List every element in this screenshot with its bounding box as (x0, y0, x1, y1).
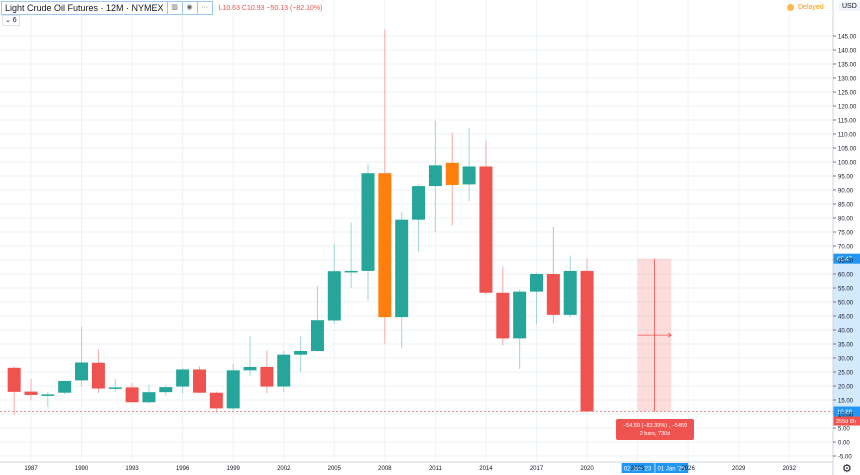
delayed-dot-icon (787, 4, 794, 11)
symbol-legend: Light Crude Oil Futures · 12M · NYMEX ▥ … (1, 1, 322, 15)
svg-text:70.00: 70.00 (838, 245, 854, 251)
svg-text:02 Jan '23: 02 Jan '23 (624, 467, 652, 473)
svg-text:110.00: 110.00 (838, 133, 857, 139)
svg-text:2032: 2032 (783, 466, 797, 472)
svg-text:130.00: 130.00 (838, 77, 857, 83)
svg-text:95.00: 95.00 (838, 175, 854, 181)
svg-text:0.00: 0.00 (838, 441, 850, 447)
svg-text:1990: 1990 (75, 466, 89, 472)
svg-text:65.47: 65.47 (837, 257, 853, 263)
svg-text:5.00: 5.00 (838, 427, 850, 433)
more-icon[interactable]: ··· (197, 1, 213, 15)
svg-text:1996: 1996 (176, 466, 190, 472)
svg-text:30.00: 30.00 (838, 357, 854, 363)
svg-text:2020: 2020 (580, 466, 594, 472)
svg-text:80.00: 80.00 (838, 217, 854, 223)
svg-text:75.00: 75.00 (838, 231, 854, 237)
svg-text:10.00: 10.00 (838, 413, 854, 419)
svg-text:255d 8h: 255d 8h (836, 419, 856, 425)
ohlc-values: L10.63 C10.93 −50.13 (−82.10%) (218, 4, 323, 12)
svg-text:60.00: 60.00 (838, 273, 854, 279)
svg-text:2014: 2014 (479, 466, 493, 472)
svg-text:125.00: 125.00 (838, 91, 857, 97)
currency-button[interactable]: USD (839, 2, 860, 11)
svg-text:140.00: 140.00 (838, 49, 857, 55)
svg-text:2011: 2011 (429, 466, 443, 472)
svg-text:50.00: 50.00 (838, 301, 854, 307)
svg-text:2029: 2029 (732, 466, 746, 472)
svg-text:2008: 2008 (378, 466, 392, 472)
chart-grid (0, 0, 833, 462)
price-axis[interactable]: -5.00 0.00 5.00 10.00 15.00 20.00 25.00 30.00 35… (832, 0, 857, 475)
svg-text:25.00: 25.00 (838, 371, 854, 377)
source-code-icon[interactable]: ▥ (167, 1, 183, 15)
svg-text:10.88: 10.88 (837, 410, 853, 416)
svg-text:105.00: 105.00 (838, 147, 857, 153)
svg-text:−54.59 (−83.39%) , −5459: −54.59 (−83.39%) , −5459 (623, 423, 687, 429)
svg-text:40.00: 40.00 (838, 329, 854, 335)
svg-text:2 bars, 730d: 2 bars, 730d (640, 431, 671, 437)
svg-text:2023: 2023 (631, 466, 645, 472)
settings-gear-icon[interactable]: ⚙ (842, 463, 852, 475)
svg-text:145.00: 145.00 (838, 35, 857, 41)
svg-text:115.00: 115.00 (838, 119, 857, 125)
svg-text:35.00: 35.00 (838, 343, 854, 349)
svg-text:135.00: 135.00 (838, 63, 857, 69)
svg-text:20.00: 20.00 (838, 385, 854, 391)
svg-text:100.00: 100.00 (838, 161, 857, 167)
measure-overlay[interactable]: −54.59 (−83.39%) , −5459 2 bars, 730d 02 J… (0, 253, 860, 473)
candlestick-series (7, 29, 594, 415)
collapse-indicators-button[interactable]: ⌄ 6 (2, 15, 20, 26)
svg-text:15.00: 15.00 (838, 399, 854, 405)
svg-text:2005: 2005 (328, 466, 342, 472)
symbol-title[interactable]: Light Crude Oil Futures · 12M · NYMEX (1, 1, 168, 15)
svg-text:1993: 1993 (125, 466, 139, 472)
svg-text:55.00: 55.00 (838, 287, 854, 293)
eye-icon[interactable]: ◉ (182, 1, 198, 15)
svg-text:-5.00: -5.00 (838, 455, 852, 461)
svg-text:01 Jan '25: 01 Jan '25 (658, 467, 686, 473)
delayed-label: Delayed (798, 4, 824, 11)
svg-text:2026: 2026 (681, 466, 695, 472)
svg-text:2017: 2017 (530, 466, 544, 472)
svg-text:45.00: 45.00 (838, 315, 854, 321)
time-axis[interactable]: 1987 1990 1993 1996 1999 2002 2005 2008 2011 2014… (0, 461, 833, 472)
svg-text:1999: 1999 (227, 466, 241, 472)
svg-text:2002: 2002 (277, 466, 291, 472)
svg-text:85.00: 85.00 (838, 203, 854, 209)
svg-text:65.00: 65.00 (838, 259, 854, 265)
svg-text:90.00: 90.00 (838, 189, 854, 195)
svg-text:120.00: 120.00 (838, 105, 857, 111)
svg-text:1987: 1987 (24, 466, 38, 472)
delayed-badge[interactable]: Delayed (787, 4, 824, 11)
